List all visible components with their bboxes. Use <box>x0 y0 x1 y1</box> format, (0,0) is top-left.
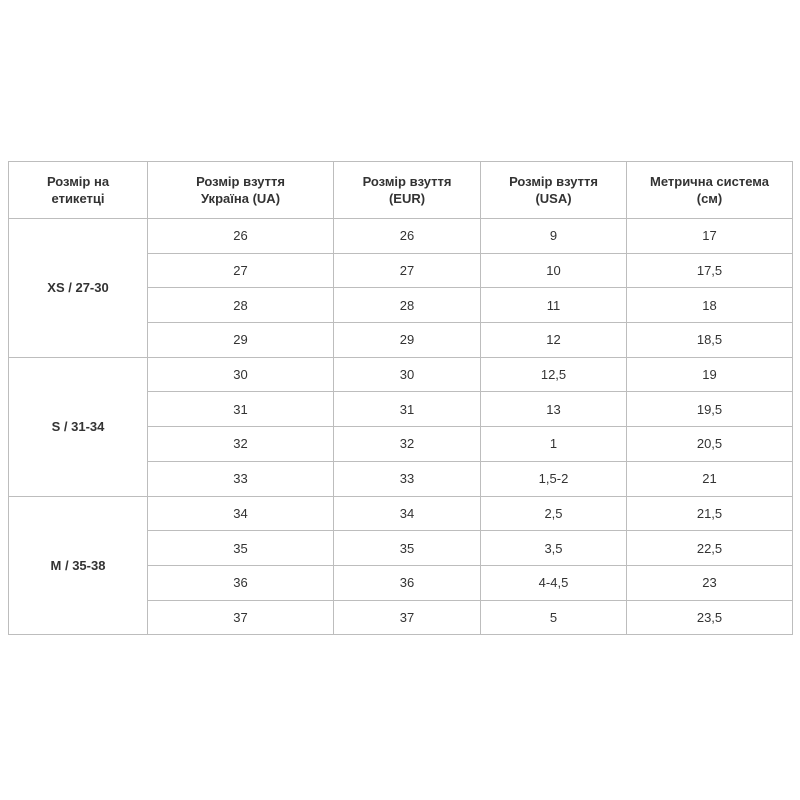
table-cell: 36 <box>147 564 334 601</box>
table-cell: 19 <box>626 356 793 393</box>
table-cell: 33 <box>333 460 481 497</box>
table-cell: 21,5 <box>626 495 793 532</box>
table-cell: 9 <box>480 218 627 254</box>
table-cell: 27 <box>147 252 334 289</box>
table-cell: 32 <box>333 426 481 462</box>
table-cell: 35 <box>333 530 481 566</box>
table-row: 27 27 10 17,5 <box>9 252 793 289</box>
table-cell: 29 <box>147 322 334 358</box>
size-label: S / 31-34 <box>8 356 148 497</box>
table-cell: 4-4,5 <box>480 564 627 601</box>
table-cell: 34 <box>147 495 334 532</box>
table-cell: 20,5 <box>626 426 793 462</box>
table-cell: 21 <box>626 460 793 497</box>
table-cell: 12 <box>480 322 627 358</box>
table-cell: 10 <box>480 252 627 289</box>
table-row: 35 35 3,5 22,5 <box>9 530 793 566</box>
table-row: XS / 27-30 26 26 9 17 <box>8 218 793 358</box>
table-cell: 23,5 <box>626 599 793 636</box>
table-cell: 33 <box>147 460 334 497</box>
table-cell: 2,5 <box>480 495 627 532</box>
header-row: Розмір на етикетці Розмір взуття Україна … <box>8 161 793 219</box>
table-row: 31 31 13 19,5 <box>9 391 793 428</box>
table-cell: 28 <box>333 287 481 324</box>
table-cell: 26 <box>333 218 481 254</box>
table-cell: 12,5 <box>480 356 627 393</box>
table-cell: 32 <box>147 426 334 462</box>
table-cell: 30 <box>333 356 481 393</box>
table-cell: 23 <box>626 564 793 601</box>
size-chart-table: Розмір на етикетці Розмір взуття Україна … <box>8 161 793 636</box>
column-header: Розмір взуття (USA) <box>480 161 627 219</box>
table-row: 29 29 12 18,5 <box>9 322 793 358</box>
table-cell: 27 <box>333 252 481 289</box>
table-cell: 34 <box>333 495 481 532</box>
size-label: XS / 27-30 <box>8 218 148 358</box>
table-cell: 28 <box>147 287 334 324</box>
table-row: 36 36 4-4,5 23 <box>9 564 793 601</box>
column-header: Розмір на етикетці <box>8 161 148 219</box>
column-header: Метрична система (см) <box>626 161 793 219</box>
size-label: M / 35-38 <box>8 495 148 636</box>
table-cell: 30 <box>147 356 334 393</box>
table-row: 28 28 11 18 <box>9 287 793 324</box>
table-cell: 11 <box>480 287 627 324</box>
table-cell: 18,5 <box>626 322 793 358</box>
table-cell: 26 <box>147 218 334 254</box>
table-cell: 1 <box>480 426 627 462</box>
column-header: Розмір взуття Україна (UA) <box>147 161 334 219</box>
table-cell: 29 <box>333 322 481 358</box>
table-row: 37 37 5 23,5 <box>9 599 793 636</box>
column-header: Розмір взуття (EUR) <box>333 161 481 219</box>
table-cell: 17,5 <box>626 252 793 289</box>
table-cell: 5 <box>480 599 627 636</box>
table-cell: 31 <box>147 391 334 428</box>
table-cell: 19,5 <box>626 391 793 428</box>
table-cell: 31 <box>333 391 481 428</box>
table-cell: 37 <box>333 599 481 636</box>
table-cell: 3,5 <box>480 530 627 566</box>
table-cell: 13 <box>480 391 627 428</box>
table-cell: 18 <box>626 287 793 324</box>
table-cell: 22,5 <box>626 530 793 566</box>
table-cell: 36 <box>333 564 481 601</box>
table-cell: 1,5-2 <box>480 460 627 497</box>
table-row: 32 32 1 20,5 <box>9 426 793 462</box>
table-cell: 37 <box>147 599 334 636</box>
table-row: S / 31-34 30 30 12,5 19 <box>8 356 793 497</box>
table-cell: 17 <box>626 218 793 254</box>
table-cell: 35 <box>147 530 334 566</box>
table-row: M / 35-38 34 34 2,5 21,5 <box>8 495 793 636</box>
